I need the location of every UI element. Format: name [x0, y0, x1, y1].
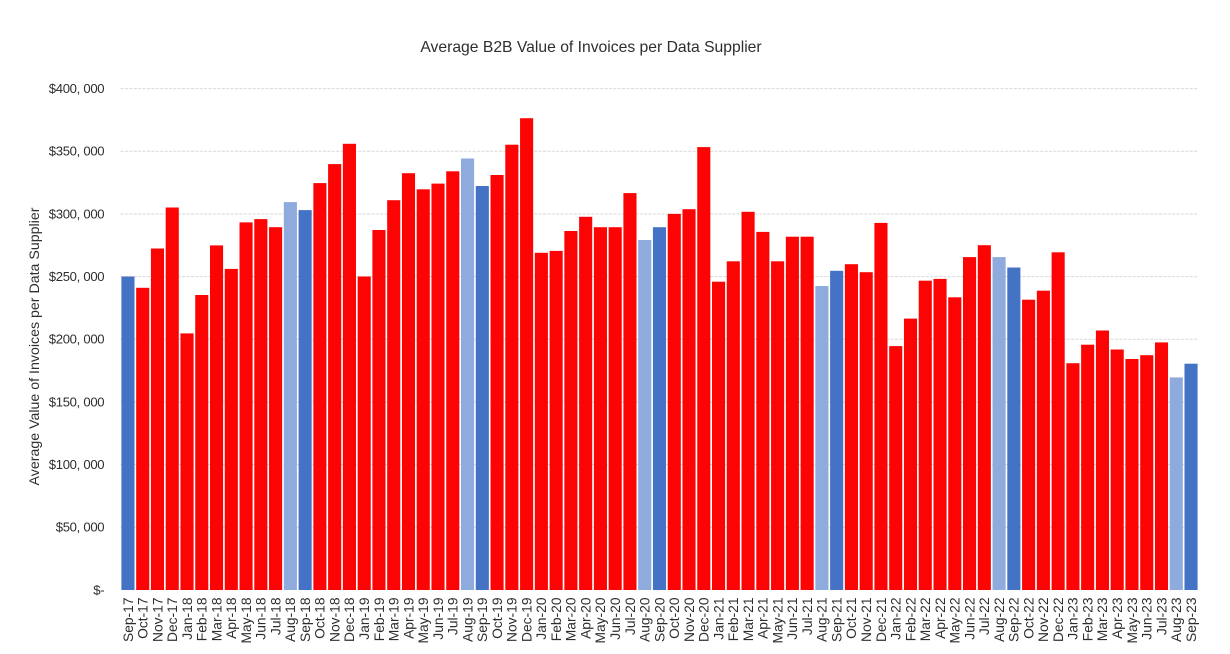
- svg-text:Feb-20: Feb-20: [549, 597, 564, 641]
- svg-text:Apr-20: Apr-20: [578, 597, 593, 639]
- svg-text:$400, 000: $400, 000: [49, 81, 105, 96]
- svg-text:Dec-22: Dec-22: [1051, 598, 1066, 642]
- svg-text:$150, 000: $150, 000: [49, 394, 105, 409]
- svg-text:Sep-18: Sep-18: [298, 597, 313, 642]
- svg-text:Sep-20: Sep-20: [652, 597, 667, 642]
- svg-text:Sep-23: Sep-23: [1184, 597, 1199, 642]
- svg-text:Sep-17: Sep-17: [121, 598, 136, 643]
- svg-text:Oct-20: Oct-20: [667, 597, 682, 639]
- svg-text:Feb-21: Feb-21: [726, 598, 741, 642]
- svg-text:Average Value of Invoices per: Average Value of Invoices per Data Suppl…: [27, 207, 43, 485]
- svg-text:Mar-18: Mar-18: [209, 597, 224, 641]
- svg-text:Dec-18: Dec-18: [342, 597, 357, 642]
- svg-text:Sep-21: Sep-21: [829, 598, 844, 643]
- svg-text:Feb-22: Feb-22: [903, 598, 918, 642]
- svg-text:Nov-17: Nov-17: [150, 598, 165, 642]
- svg-text:Nov-20: Nov-20: [682, 597, 697, 642]
- svg-text:Jun-22: Jun-22: [962, 598, 977, 640]
- svg-text:Dec-19: Dec-19: [519, 597, 534, 642]
- svg-text:Nov-21: Nov-21: [859, 598, 874, 642]
- svg-text:$50, 000: $50, 000: [56, 520, 105, 535]
- svg-text:$250, 000: $250, 000: [49, 269, 105, 284]
- svg-text:$100, 000: $100, 000: [49, 457, 105, 472]
- svg-text:Jun-20: Jun-20: [608, 597, 623, 640]
- svg-text:Nov-22: Nov-22: [1036, 598, 1051, 642]
- svg-text:Mar-22: Mar-22: [918, 598, 933, 642]
- svg-text:Aug-23: Aug-23: [1169, 597, 1184, 642]
- svg-text:Oct-17: Oct-17: [136, 598, 151, 639]
- svg-text:Oct-19: Oct-19: [490, 597, 505, 639]
- svg-text:Jan-21: Jan-21: [711, 598, 726, 640]
- svg-text:Jan-20: Jan-20: [534, 597, 549, 640]
- svg-text:Jul-21: Jul-21: [800, 598, 815, 636]
- svg-text:Dec-17: Dec-17: [165, 598, 180, 642]
- svg-text:Oct-18: Oct-18: [313, 597, 328, 639]
- svg-text:Jan-23: Jan-23: [1066, 597, 1081, 640]
- svg-text:Sep-22: Sep-22: [1007, 598, 1022, 643]
- svg-text:May-18: May-18: [239, 597, 254, 643]
- svg-text:May-22: May-22: [948, 598, 963, 644]
- svg-text:Jun-23: Jun-23: [1140, 597, 1155, 640]
- svg-text:Jun-21: Jun-21: [785, 598, 800, 640]
- svg-text:Oct-21: Oct-21: [844, 598, 859, 639]
- svg-text:May-20: May-20: [593, 597, 608, 643]
- svg-text:Jan-22: Jan-22: [889, 598, 904, 640]
- svg-text:Mar-20: Mar-20: [564, 597, 579, 641]
- svg-text:Jun-18: Jun-18: [254, 597, 269, 640]
- svg-text:May-21: May-21: [770, 598, 785, 644]
- svg-text:Jul-23: Jul-23: [1154, 597, 1169, 635]
- svg-text:Feb-23: Feb-23: [1080, 597, 1095, 641]
- svg-text:Feb-18: Feb-18: [195, 597, 210, 641]
- svg-text:Dec-20: Dec-20: [697, 597, 712, 642]
- svg-text:May-23: May-23: [1125, 597, 1140, 643]
- svg-text:Jan-19: Jan-19: [357, 597, 372, 640]
- svg-text:Apr-21: Apr-21: [756, 598, 771, 639]
- svg-text:Apr-23: Apr-23: [1110, 597, 1125, 639]
- svg-text:$350, 000: $350, 000: [49, 144, 105, 159]
- svg-text:Dec-21: Dec-21: [874, 598, 889, 642]
- svg-text:Apr-19: Apr-19: [401, 597, 416, 639]
- svg-text:Aug-20: Aug-20: [638, 597, 653, 642]
- svg-text:Mar-23: Mar-23: [1095, 597, 1110, 641]
- svg-text:Apr-22: Apr-22: [933, 598, 948, 639]
- svg-text:Sep-19: Sep-19: [475, 597, 490, 642]
- svg-text:Jul-19: Jul-19: [446, 597, 461, 635]
- svg-text:Jul-18: Jul-18: [268, 597, 283, 635]
- svg-text:Nov-18: Nov-18: [327, 597, 342, 642]
- svg-text:$200, 000: $200, 000: [49, 332, 105, 347]
- svg-text:$300, 000: $300, 000: [49, 206, 105, 221]
- svg-text:Oct-22: Oct-22: [1021, 598, 1036, 639]
- svg-text:Apr-18: Apr-18: [224, 597, 239, 639]
- svg-text:Jul-20: Jul-20: [623, 597, 638, 635]
- svg-text:Jun-19: Jun-19: [431, 597, 446, 640]
- svg-text:May-19: May-19: [416, 597, 431, 643]
- svg-text:Average B2B Value of Invoices: Average B2B Value of Invoices per Data S…: [420, 39, 761, 56]
- svg-text:Aug-19: Aug-19: [460, 597, 475, 642]
- svg-text:Aug-21: Aug-21: [815, 598, 830, 643]
- svg-text:Aug-18: Aug-18: [283, 597, 298, 642]
- svg-text:Aug-22: Aug-22: [992, 598, 1007, 643]
- svg-text:Mar-21: Mar-21: [741, 598, 756, 642]
- svg-text:Jul-22: Jul-22: [977, 598, 992, 636]
- svg-text:Mar-19: Mar-19: [387, 597, 402, 641]
- svg-text:Nov-19: Nov-19: [505, 597, 520, 642]
- svg-text:$-: $-: [93, 582, 104, 597]
- svg-text:Feb-19: Feb-19: [372, 597, 387, 641]
- svg-text:Jan-18: Jan-18: [180, 597, 195, 640]
